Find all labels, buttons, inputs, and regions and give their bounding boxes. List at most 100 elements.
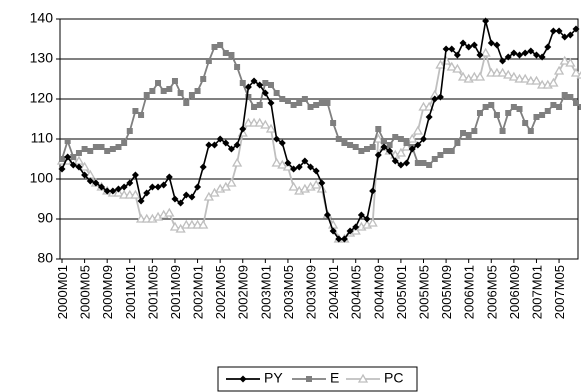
point-e (471, 128, 478, 134)
point-py (318, 179, 326, 187)
point-pc (226, 177, 237, 187)
point-e (358, 148, 365, 154)
point-e (573, 100, 579, 106)
point-py (182, 191, 190, 199)
point-py (465, 43, 473, 51)
point-e (183, 100, 190, 106)
point-py (312, 167, 320, 175)
point-py (273, 135, 281, 143)
point-py (290, 165, 298, 173)
point-py (160, 181, 168, 189)
point-pc (401, 141, 412, 151)
point-py (357, 211, 365, 219)
point-e (64, 138, 71, 144)
point-pc (548, 77, 559, 87)
point-e (330, 120, 337, 126)
point-pc (277, 159, 288, 169)
point-e (290, 102, 297, 108)
x-tick-label: 2000M09 (100, 265, 115, 319)
x-tick-label: 2004M09 (371, 265, 386, 319)
point-pc (508, 71, 519, 81)
point-e (567, 94, 574, 100)
point-pc (576, 70, 581, 79)
point-pc (531, 75, 542, 85)
x-tick-label: 2000M01 (55, 265, 70, 319)
point-py (301, 157, 309, 165)
point-py (442, 45, 450, 53)
point-py (211, 141, 219, 149)
point-pc (282, 161, 294, 171)
x-tick-label: 2005M09 (439, 265, 454, 319)
point-py (499, 57, 507, 65)
point-e (59, 156, 65, 162)
point-e (109, 146, 116, 152)
point-py (239, 125, 247, 133)
y-axis-ticks: 80 90 100 110 120 130 140 (30, 10, 60, 266)
point-py (504, 53, 512, 61)
point-py (81, 171, 89, 179)
point-e (188, 92, 195, 98)
point-py (323, 211, 331, 219)
point-e (522, 120, 529, 126)
point-e (556, 104, 563, 110)
point-py (363, 215, 371, 223)
point-e (352, 144, 359, 150)
point-py (92, 179, 100, 187)
y-tick-label: 90 (37, 210, 53, 226)
x-axis-ticks: 2000M01 2000M05 2000M09 2001M01 2001M05 2001M… (55, 259, 567, 319)
point-py (120, 183, 128, 191)
point-e (155, 80, 162, 86)
point-e (132, 108, 139, 114)
point-e (341, 140, 348, 146)
point-py (227, 145, 235, 153)
point-e (166, 86, 173, 92)
point-py (510, 49, 518, 57)
point-pc (260, 119, 271, 129)
point-pc (164, 207, 175, 217)
point-e (369, 144, 376, 150)
y-tick-label: 100 (30, 170, 54, 186)
point-py (453, 51, 461, 59)
point-pc (480, 47, 491, 57)
legend-label-py: PY (264, 370, 283, 386)
x-tick-label: 2002M05 (213, 265, 228, 319)
point-py (222, 139, 230, 147)
x-tick-label: 2004M01 (326, 265, 341, 319)
point-py (103, 187, 111, 195)
point-e (171, 78, 178, 84)
point-e (510, 104, 517, 110)
point-py (408, 145, 416, 153)
point-e (205, 58, 212, 64)
point-py (261, 89, 269, 97)
point-pc (130, 189, 141, 199)
point-e (126, 128, 133, 134)
point-pc (457, 71, 469, 81)
x-tick-label: 2005M01 (394, 265, 409, 319)
point-pc (559, 55, 570, 65)
point-e (544, 108, 551, 114)
x-tick-label: 2001M05 (145, 265, 160, 319)
point-e (437, 152, 444, 158)
point-py (58, 165, 66, 173)
point-py (154, 183, 162, 191)
point-py (431, 95, 439, 103)
point-e (279, 96, 286, 102)
point-e (92, 144, 99, 150)
legend-marker-pc (357, 373, 369, 383)
point-py (188, 193, 196, 201)
x-tick-label: 2001M09 (168, 265, 183, 319)
x-tick-label: 2005M05 (416, 265, 431, 319)
point-py (148, 183, 156, 191)
point-py (295, 163, 303, 171)
point-e (200, 76, 207, 82)
x-tick-label: 2003M05 (281, 265, 296, 319)
point-pc (373, 133, 384, 143)
y-tick-label: 130 (30, 50, 54, 66)
point-pc (446, 61, 457, 71)
y-tick-label: 110 (31, 130, 54, 146)
point-pc (474, 71, 486, 81)
point-e (296, 100, 303, 106)
point-pc (231, 157, 243, 167)
point-py (380, 143, 388, 151)
point-e (87, 148, 94, 154)
